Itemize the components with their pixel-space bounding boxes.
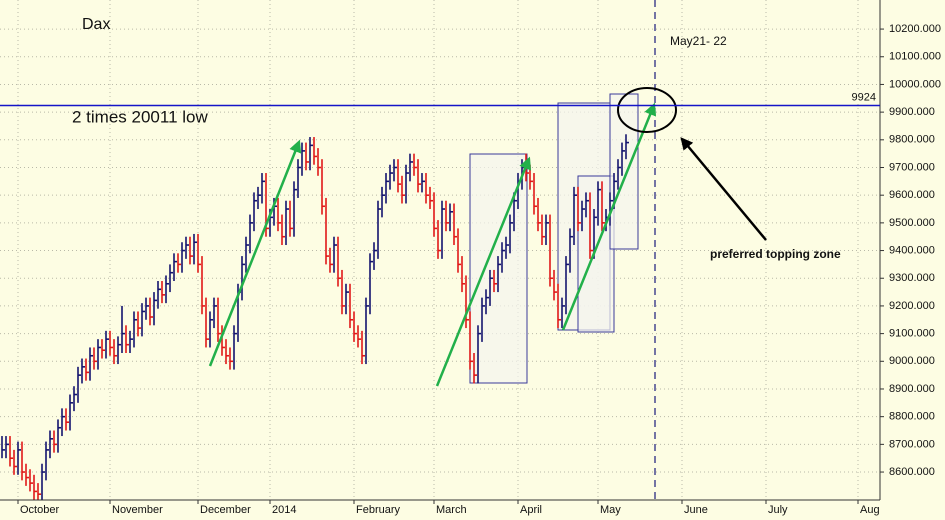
y-tick-label: 9000.000 [889, 355, 935, 367]
trend-arrow [435, 156, 532, 387]
x-tick-label: 2014 [272, 504, 296, 516]
annotation: 2 times 20011 low [72, 107, 208, 126]
x-tick-label: March [436, 504, 467, 516]
y-tick-label: 9800.000 [889, 134, 935, 146]
y-tick-label: 9100.000 [889, 328, 935, 340]
x-tick-label: November [112, 504, 163, 516]
trend-arrow [561, 102, 657, 331]
x-tick-label: May [600, 504, 621, 516]
level-label: 9924 [852, 91, 876, 103]
x-tick-label: July [768, 504, 788, 516]
y-tick-label: 8900.000 [889, 383, 935, 395]
chart-title: Dax [82, 16, 110, 33]
x-tick-label: June [684, 504, 708, 516]
level-label-box [848, 90, 878, 104]
x-tick-label: April [520, 504, 542, 516]
range-box [577, 175, 615, 333]
y-tick-label: 9400.000 [889, 244, 935, 256]
y-tick-label: 8700.000 [889, 438, 935, 450]
bars [1, 134, 629, 500]
range-box [609, 93, 639, 250]
y-tick-label: 8800.000 [889, 411, 935, 423]
pointer-arrow [680, 137, 767, 241]
annotation: May21- 22 [670, 34, 727, 48]
annotation: preferred topping zone [710, 247, 841, 261]
y-tick-label: 10200.000 [889, 23, 941, 35]
x-tick-label: December [200, 504, 251, 516]
y-tick-label: 9500.000 [889, 217, 935, 229]
y-tick-label: 9200.000 [889, 300, 935, 312]
topping-circle [617, 87, 677, 133]
x-tick-label: Aug [860, 504, 880, 516]
x-tick-label: October [20, 504, 59, 516]
y-tick-label: 9700.000 [889, 161, 935, 173]
y-tick-label: 8600.000 [889, 466, 935, 478]
y-tick-label: 10000.000 [889, 78, 941, 90]
grid [0, 0, 880, 500]
x-axis-band [0, 501, 880, 520]
y-tick-label: 9900.000 [889, 106, 935, 118]
trend-arrow [208, 139, 302, 367]
x-tick-label: February [356, 504, 401, 516]
y-tick-label: 9600.000 [889, 189, 935, 201]
y-tick-label: 10100.000 [889, 51, 941, 63]
y-tick-label: 9300.000 [889, 272, 935, 284]
arrows [208, 102, 767, 387]
